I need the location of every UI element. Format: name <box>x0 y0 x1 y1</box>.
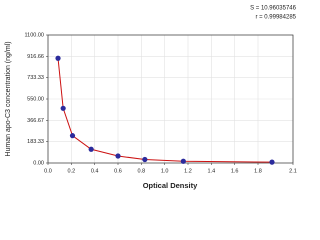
data-point <box>142 156 148 163</box>
data-point <box>60 105 66 111</box>
y-tick-label: 0.00 <box>33 160 44 166</box>
x-tick-label: 0.6 <box>114 168 122 174</box>
y-tick-label: 366.67 <box>27 118 44 124</box>
y-tick-label: 916.66 <box>27 54 44 60</box>
x-tick-label: 1.8 <box>254 168 262 174</box>
fit-curve <box>57 58 273 163</box>
x-tick-label: 1.4 <box>208 168 216 174</box>
x-tick-label: 1.2 <box>184 168 192 174</box>
x-tick-label: 0.2 <box>68 168 76 174</box>
data-point <box>55 55 61 61</box>
data-point <box>88 146 94 152</box>
data-point <box>269 159 275 165</box>
x-tick-label: 1.0 <box>161 168 169 174</box>
data-point <box>180 158 186 164</box>
x-tick-label: 1.6 <box>231 168 239 174</box>
y-tick-label: 1100.00 <box>25 32 44 38</box>
x-tick-label: 2.1 <box>289 168 297 174</box>
y-tick-label: 183.33 <box>27 139 44 145</box>
x-tick-label: 0.4 <box>91 168 99 174</box>
x-tick-label: 0.0 <box>44 168 52 174</box>
data-point <box>115 153 121 159</box>
x-tick-label: 0.8 <box>138 168 146 174</box>
y-axis-label: Human apo-C3 concentration (ng/ml) <box>5 41 12 156</box>
data-point <box>69 133 76 139</box>
annotation: S = 10.96035746 <box>250 6 297 12</box>
y-tick-label: 550.00 <box>27 96 44 102</box>
x-axis-label: Optical Density <box>143 181 198 190</box>
chart: S = 10.96035746 r = 0.99984285 Optical D… <box>5 6 297 190</box>
annotation: r = 0.99984285 <box>255 15 296 21</box>
y-tick-label: 733.33 <box>27 75 44 81</box>
